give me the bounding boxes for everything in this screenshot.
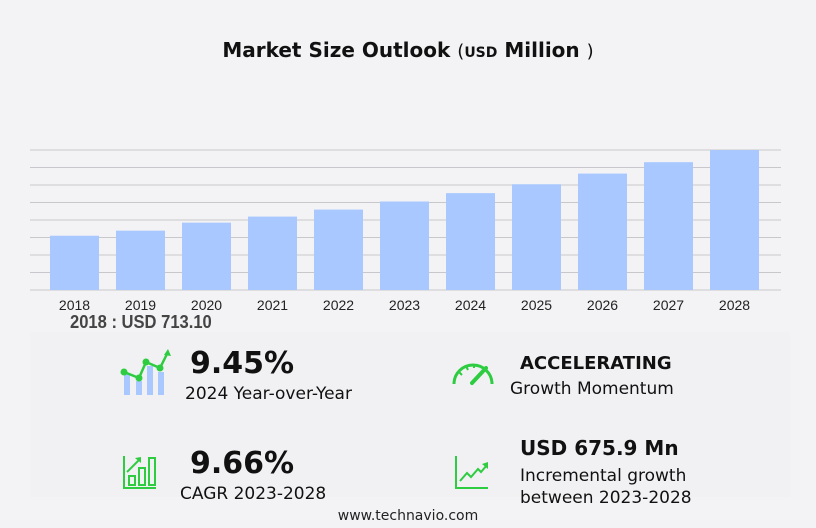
- incremental-label-1: Incremental growth: [520, 466, 687, 486]
- bar-2019: [116, 230, 165, 290]
- title-paren: (: [457, 41, 465, 62]
- base-year-value: 2018 : USD 713.10: [70, 312, 212, 332]
- yoy-label: 2024 Year-over-Year: [185, 384, 352, 404]
- bar-2023: [380, 201, 429, 290]
- yoy-value: 9.45%: [190, 346, 295, 381]
- x-tick-label: 2027: [653, 297, 684, 310]
- cagr-label: CAGR 2023-2028: [180, 484, 327, 504]
- x-tick-label: 2022: [323, 297, 354, 310]
- title-main: Market Size Outlook: [222, 38, 451, 62]
- chart-title: Market Size Outlook (USD Million ): [0, 38, 816, 62]
- line-trend-icon: [455, 456, 488, 489]
- bar-2028: [710, 150, 759, 290]
- bar-2022: [314, 209, 363, 290]
- x-tick-label: 2023: [389, 297, 420, 310]
- bar-line-growth-icon: [120, 349, 171, 395]
- bar-2018: [50, 235, 99, 290]
- bar-chart-arrow-icon: [123, 456, 156, 489]
- title-unit-word: Million: [504, 38, 580, 62]
- speedometer-icon: [452, 363, 494, 385]
- bar-2024: [446, 193, 495, 290]
- cagr-value: 9.66%: [190, 446, 295, 481]
- incremental-value: USD 675.9 Mn: [520, 436, 679, 460]
- x-tick-label: 2019: [125, 297, 156, 310]
- x-tick-label: 2018: [59, 297, 90, 310]
- title-paren: ): [586, 41, 594, 62]
- x-tick-label: 2028: [719, 297, 750, 310]
- momentum-value: ACCELERATING: [520, 353, 672, 374]
- x-tick-label: 2025: [521, 297, 552, 310]
- title-unit: USD: [464, 45, 498, 61]
- bar-2026: [578, 173, 627, 290]
- kpi-panel: [30, 332, 790, 497]
- bar-2021: [248, 216, 297, 290]
- x-tick-label: 2020: [191, 297, 222, 310]
- x-tick-label: 2024: [455, 297, 486, 310]
- momentum-label: Growth Momentum: [510, 379, 674, 399]
- footer-url: www.technavio.com: [337, 508, 479, 524]
- incremental-label-2: between 2023-2028: [520, 488, 692, 508]
- bar-2020: [182, 222, 231, 290]
- x-tick-label: 2026: [587, 297, 618, 310]
- bar-2025: [512, 184, 561, 290]
- x-tick-label: 2021: [257, 297, 288, 310]
- bar-2027: [644, 162, 693, 290]
- bar-chart: 2018 2019 2020 2021 2022 2023 2024 2025 2026 2027…: [30, 149, 781, 310]
